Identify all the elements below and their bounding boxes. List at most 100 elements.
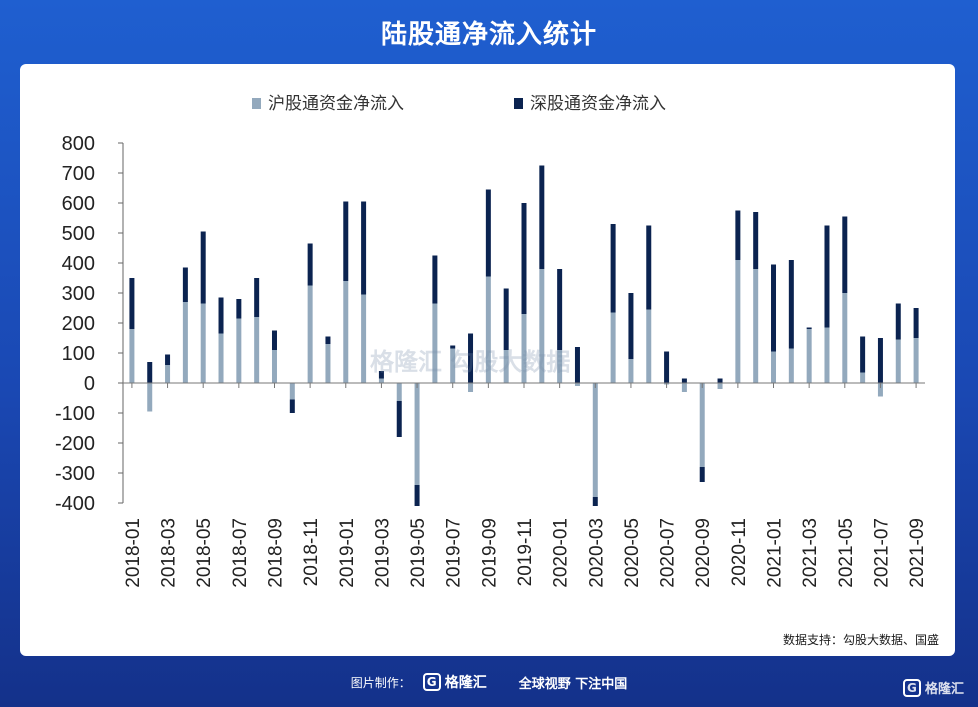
bar-sz-2019-07 bbox=[450, 345, 456, 349]
bar-sh-2019-09 bbox=[485, 276, 491, 383]
bar-sh-2018-04 bbox=[182, 302, 188, 383]
bar-sh-2021-04 bbox=[824, 327, 830, 383]
bar-sh-2021-02 bbox=[788, 348, 794, 383]
y-tick-label: 200 bbox=[62, 313, 95, 335]
bar-sz-2020-08 bbox=[681, 378, 687, 383]
bar-sz-2018-11 bbox=[307, 243, 313, 286]
bar-sz-2021-02 bbox=[788, 260, 794, 349]
bar-sh-2020-01 bbox=[557, 350, 563, 383]
bar-sz-2021-09 bbox=[913, 308, 919, 338]
bar-sh-2020-12 bbox=[753, 269, 759, 383]
x-tick-label: 2019-11 bbox=[515, 518, 536, 586]
x-tick-label: 2020-01 bbox=[551, 518, 572, 588]
bar-sz-2018-01 bbox=[129, 278, 135, 329]
bar-sh-2020-04 bbox=[610, 312, 616, 383]
bar-sh-2021-08 bbox=[895, 339, 901, 383]
bar-sz-2021-07 bbox=[877, 338, 883, 383]
bar-sz-2020-10 bbox=[717, 378, 723, 383]
bar-sh-2018-12 bbox=[325, 344, 331, 383]
bar-sh-2018-05 bbox=[200, 303, 206, 383]
bar-sz-2021-06 bbox=[860, 336, 866, 373]
data-source: 数据支持：勾股大数据、国盛 bbox=[782, 633, 939, 647]
bar-sz-2020-04 bbox=[610, 224, 616, 313]
footer-logo: G 格隆汇 bbox=[422, 672, 487, 692]
bar-sh-2018-02 bbox=[147, 383, 153, 412]
bar-sh-2018-10 bbox=[289, 383, 295, 400]
x-tick-label: 2018-11 bbox=[301, 518, 322, 586]
y-tick-label: -300 bbox=[55, 463, 95, 485]
bar-sh-2021-06 bbox=[860, 372, 866, 383]
bar-sh-2019-06 bbox=[432, 303, 438, 383]
y-tick-label: 300 bbox=[62, 283, 95, 305]
x-tick-label: 2020-03 bbox=[586, 518, 607, 588]
page-title: 陆股通净流入统计 bbox=[380, 20, 597, 50]
bar-sh-2020-06 bbox=[646, 309, 652, 383]
bar-sh-2018-06 bbox=[218, 333, 224, 383]
x-tick-label: 2018-01 bbox=[123, 518, 144, 588]
x-tick-label: 2020-05 bbox=[622, 518, 643, 588]
bar-sz-2018-06 bbox=[218, 297, 224, 334]
legend-label-1: 深股通资金净流入 bbox=[530, 94, 666, 114]
bar-sh-2018-07 bbox=[236, 318, 242, 383]
bar-sz-2018-10 bbox=[289, 399, 295, 413]
bar-sh-2019-12 bbox=[539, 269, 545, 383]
y-tick-label: 100 bbox=[62, 343, 95, 365]
bar-sz-2020-02 bbox=[574, 347, 580, 383]
y-tick-label: 400 bbox=[62, 253, 95, 275]
bar-sz-2019-04 bbox=[396, 401, 402, 437]
bar-sz-2019-10 bbox=[503, 288, 509, 350]
bar-sh-2018-09 bbox=[271, 350, 277, 383]
bar-sh-2021-03 bbox=[806, 329, 812, 383]
bar-sz-2020-11 bbox=[735, 210, 741, 260]
bar-sh-2019-04 bbox=[396, 383, 402, 401]
bar-sz-2019-01 bbox=[343, 201, 349, 281]
bar-sz-2018-12 bbox=[325, 336, 331, 344]
y-tick-label: -100 bbox=[55, 403, 95, 425]
bar-sz-2018-07 bbox=[236, 299, 242, 319]
x-tick-label: 2021-05 bbox=[836, 518, 857, 588]
x-tick-label: 2021-09 bbox=[907, 518, 928, 588]
bar-sh-2019-10 bbox=[503, 350, 509, 383]
bar-sh-2019-11 bbox=[521, 314, 527, 383]
bar-sz-2021-01 bbox=[771, 264, 777, 352]
x-tick-label: 2019-01 bbox=[337, 518, 358, 588]
bar-sz-2020-05 bbox=[628, 293, 634, 359]
bar-sh-2018-01 bbox=[129, 329, 135, 383]
x-tick-label: 2018-05 bbox=[194, 518, 215, 588]
bar-sh-2021-05 bbox=[842, 293, 848, 383]
x-tick-label: 2019-07 bbox=[444, 518, 465, 588]
bar-sz-2020-12 bbox=[753, 212, 759, 269]
y-tick-label: -200 bbox=[55, 433, 95, 455]
bar-sh-2018-11 bbox=[307, 285, 313, 383]
x-tick-label: 2019-05 bbox=[408, 518, 429, 588]
bar-sh-2019-08 bbox=[468, 383, 474, 392]
legend-swatch-1 bbox=[514, 98, 523, 109]
bar-sh-2019-05 bbox=[414, 383, 420, 485]
bar-sz-2021-04 bbox=[824, 225, 830, 328]
bar-sh-2021-07 bbox=[877, 383, 883, 397]
x-tick-label: 2021-07 bbox=[871, 518, 892, 588]
x-tick-label: 2018-09 bbox=[265, 518, 286, 588]
x-tick-label: 2019-09 bbox=[479, 518, 500, 588]
bar-sh-2018-08 bbox=[254, 317, 260, 383]
bar-sz-2019-02 bbox=[361, 201, 367, 295]
bar-sz-2019-03 bbox=[378, 371, 384, 379]
bar-sz-2019-09 bbox=[485, 189, 491, 277]
bar-sz-2019-06 bbox=[432, 255, 438, 304]
bar-sz-2021-03 bbox=[806, 327, 812, 329]
bar-sz-2021-08 bbox=[895, 303, 901, 340]
bar-sh-2021-01 bbox=[771, 351, 777, 383]
bar-sz-2020-06 bbox=[646, 225, 652, 310]
bar-sh-2021-09 bbox=[913, 338, 919, 383]
footer: 图片制作： G 格隆汇 全球视野 下注中国 bbox=[0, 670, 978, 694]
bar-sz-2018-03 bbox=[165, 354, 171, 365]
y-tick-label: 0 bbox=[84, 373, 95, 395]
bar-sz-2020-09 bbox=[699, 467, 705, 482]
y-tick-label: 700 bbox=[62, 163, 95, 185]
bar-sh-2020-09 bbox=[699, 383, 705, 467]
x-tick-label: 2020-09 bbox=[693, 518, 714, 588]
x-tick-label: 2019-03 bbox=[372, 518, 393, 588]
bar-sz-2021-05 bbox=[842, 216, 848, 293]
x-tick-label: 2021-03 bbox=[800, 518, 821, 588]
bar-sz-2019-05 bbox=[414, 485, 420, 506]
